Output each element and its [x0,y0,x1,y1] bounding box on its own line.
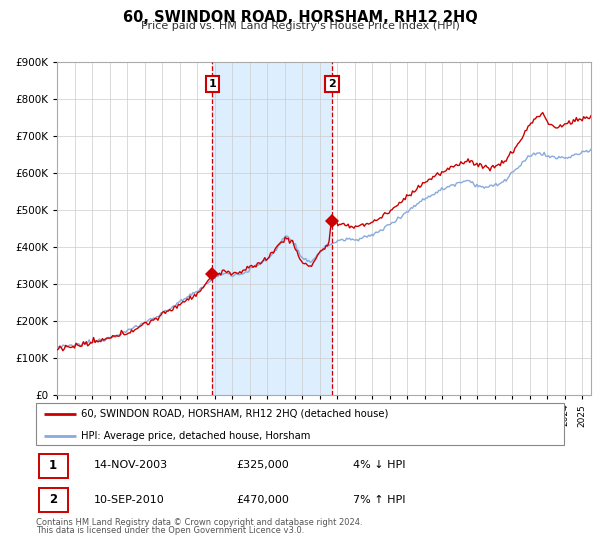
Bar [38,488,68,512]
Text: 10-SEP-2010: 10-SEP-2010 [94,494,165,505]
Text: 2: 2 [328,79,336,89]
Text: 60, SWINDON ROAD, HORSHAM, RH12 2HQ: 60, SWINDON ROAD, HORSHAM, RH12 2HQ [122,10,478,25]
Text: £470,000: £470,000 [236,494,290,505]
Text: 14-NOV-2003: 14-NOV-2003 [94,460,168,470]
Text: £325,000: £325,000 [236,460,289,470]
Bar [212,62,332,395]
Text: Contains HM Land Registry data © Crown copyright and database right 2024.: Contains HM Land Registry data © Crown c… [36,518,362,527]
Text: 7% ↑ HPI: 7% ↑ HPI [353,494,406,505]
Text: HPI: Average price, detached house, Horsham: HPI: Average price, detached house, Hors… [81,431,310,441]
Text: 1: 1 [49,459,57,472]
Text: 4% ↓ HPI: 4% ↓ HPI [353,460,406,470]
Text: 2: 2 [49,493,57,506]
Text: Price paid vs. HM Land Registry's House Price Index (HPI): Price paid vs. HM Land Registry's House … [140,21,460,31]
Bar [38,454,68,478]
Text: 60, SWINDON ROAD, HORSHAM, RH12 2HQ (detached house): 60, SWINDON ROAD, HORSHAM, RH12 2HQ (det… [81,409,388,419]
Text: 1: 1 [208,79,216,89]
Text: This data is licensed under the Open Government Licence v3.0.: This data is licensed under the Open Gov… [36,526,304,535]
